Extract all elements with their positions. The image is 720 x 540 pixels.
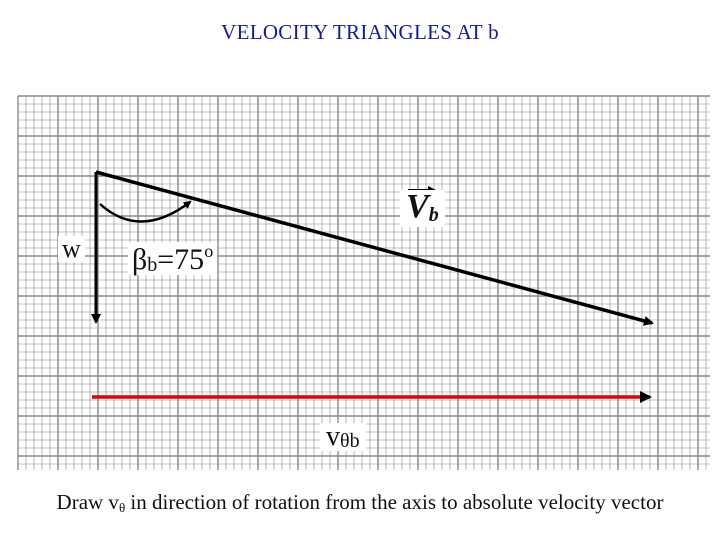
caption-before: Draw v	[56, 490, 119, 514]
vtheta-main: v	[326, 421, 340, 452]
caption-after: in direction of rotation from the axis t…	[125, 490, 664, 514]
graph-paper-grid	[17, 95, 710, 470]
beta-angle-arc	[99, 200, 192, 223]
slide-title: VELOCITY TRIANGLES AT b	[221, 20, 499, 44]
caption: Draw vθ in direction of rotation from th…	[0, 490, 720, 516]
vb-main: V	[406, 188, 429, 225]
beta-value: =75	[157, 243, 205, 276]
w-label: w	[58, 236, 85, 262]
vtheta-subscript: θb	[340, 430, 360, 452]
beta-symbol: β	[132, 243, 148, 276]
degree-mark: o	[204, 241, 214, 261]
vtheta-label: vθb	[320, 423, 366, 451]
vb-subscript: b	[428, 204, 439, 226]
beta-subscript: b	[147, 254, 158, 276]
caption-subscript: θ	[118, 500, 126, 515]
vb-vector	[95, 170, 654, 326]
vb-label: Vb	[400, 190, 445, 227]
beta-angle-label: βb=75o	[128, 241, 218, 276]
